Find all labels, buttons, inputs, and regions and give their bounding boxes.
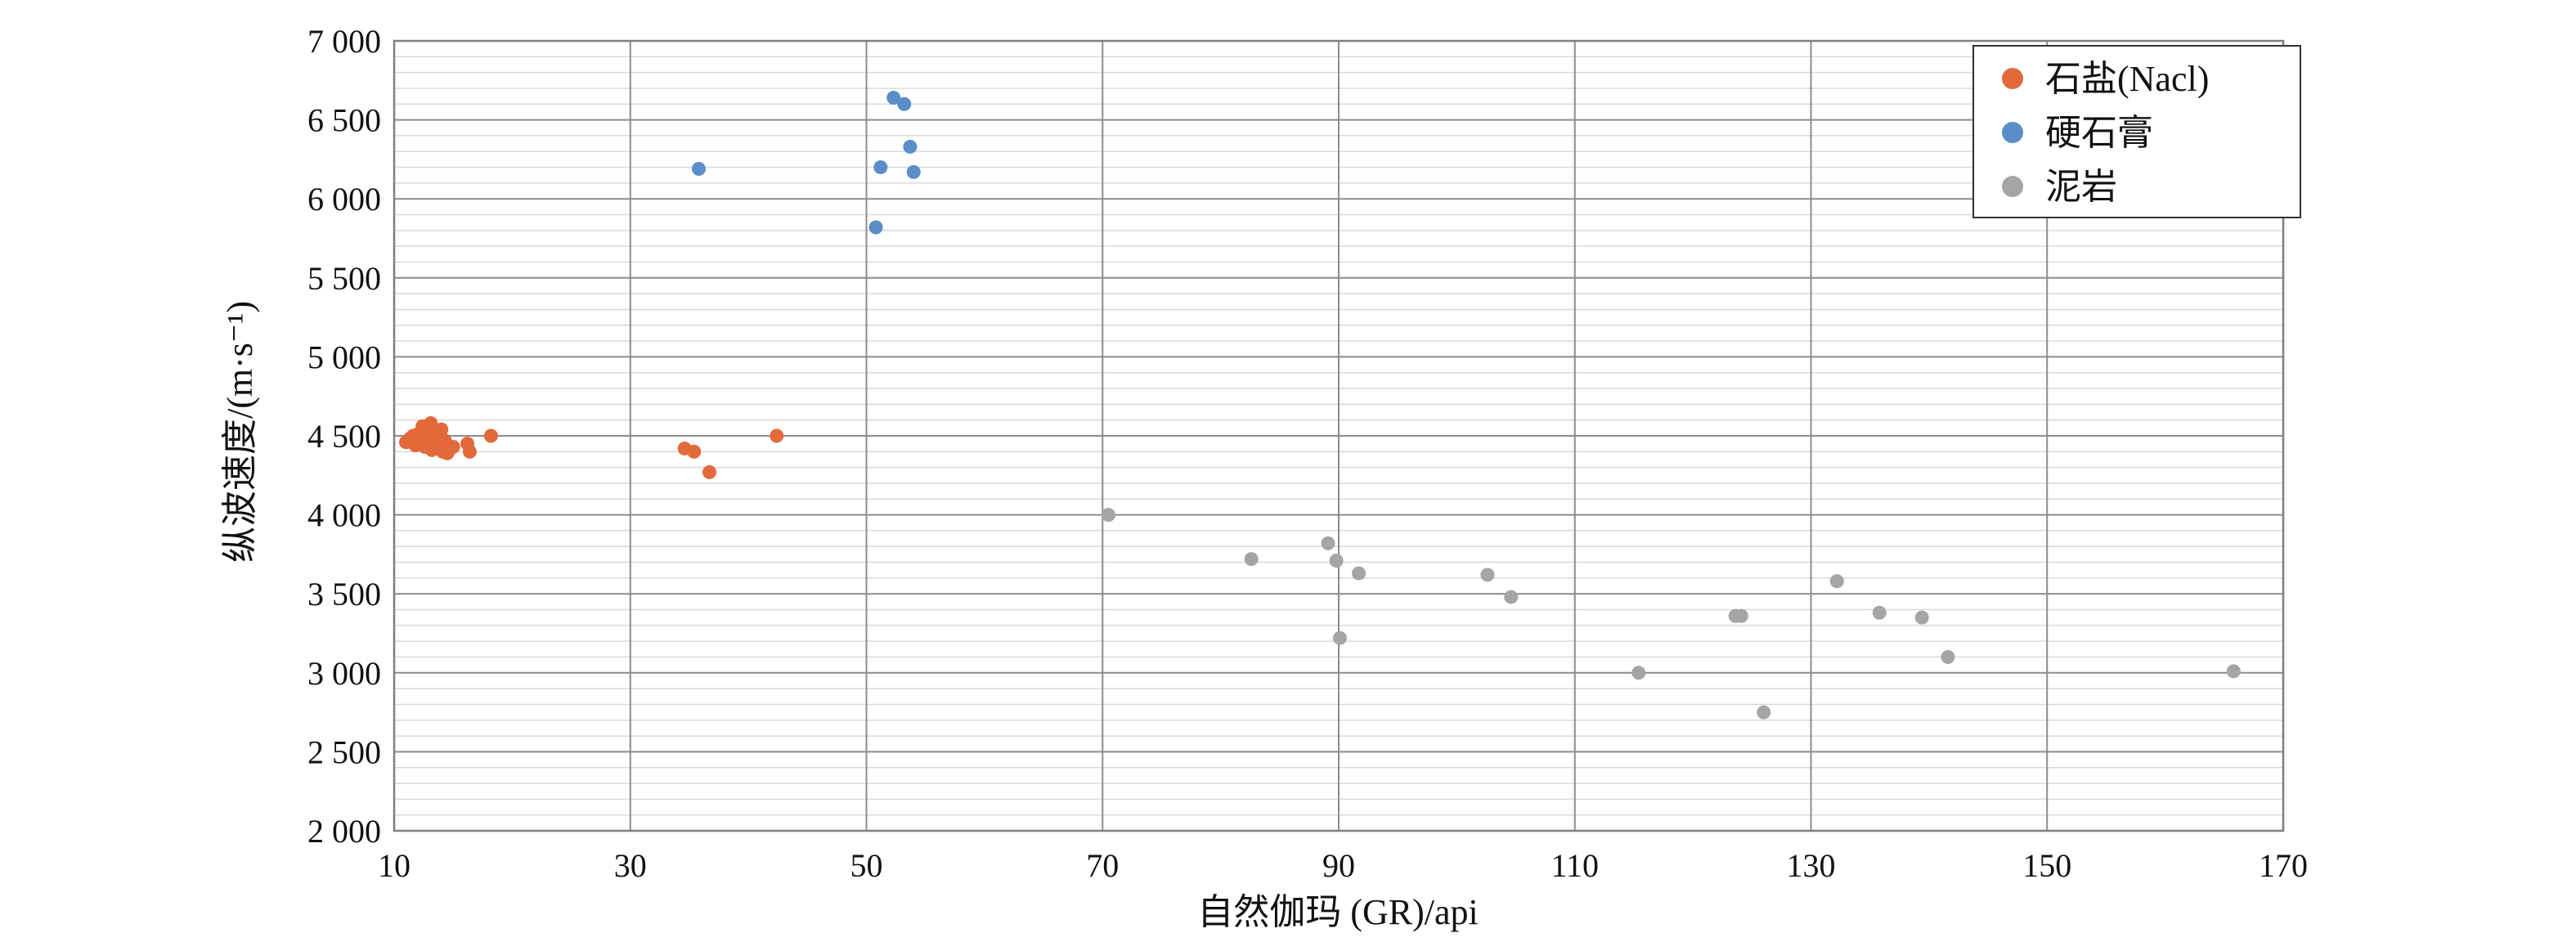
data-point-series-2: [1352, 566, 1367, 581]
legend-marker: [2002, 176, 2023, 197]
legend-box: [1972, 45, 2301, 218]
data-point-series-2: [1504, 590, 1519, 604]
y-tick-label: 6 000: [307, 181, 381, 218]
data-points: [398, 91, 2241, 720]
y-tick-label: 7 000: [307, 23, 381, 60]
data-point-series-1: [873, 160, 888, 175]
y-tick-label: 4 000: [307, 497, 381, 534]
data-point-series-2: [1872, 605, 1887, 620]
x-tick-label: 30: [614, 847, 647, 884]
y-tick-label: 3 000: [307, 655, 381, 692]
data-point-series-0: [483, 428, 498, 443]
plot-frame: [393, 39, 2285, 832]
data-point-series-2: [1829, 574, 1844, 589]
data-point-series-1: [906, 164, 921, 179]
data-point-series-0: [434, 422, 449, 437]
data-point-series-2: [1914, 610, 1929, 625]
y-tick-label: 5 500: [307, 260, 381, 297]
data-point-series-2: [1244, 552, 1259, 567]
y-tick-label: 3 500: [307, 576, 381, 612]
legend-label: 泥岩: [2045, 167, 2117, 207]
data-point-series-0: [446, 440, 460, 455]
y-tick-label: 6 500: [307, 102, 381, 139]
data-point-series-1: [897, 96, 912, 111]
y-tick-label: 2 500: [307, 733, 381, 770]
data-point-series-2: [1480, 567, 1495, 582]
x-axis-tick-labels: 10 30 50 70 90 110 130 150 170: [378, 847, 2308, 884]
data-point-series-0: [462, 444, 477, 459]
x-tick-label: 70: [1086, 847, 1119, 884]
data-point-series-2: [1941, 649, 1955, 664]
x-tick-label: 110: [1551, 847, 1599, 884]
data-point-series-2: [1734, 608, 1748, 623]
data-point-series-2: [1757, 705, 1771, 720]
legend-label: 石盐(Nacl): [2045, 59, 2209, 99]
y-tick-label: 4 500: [307, 418, 381, 455]
data-point-series-2: [1321, 536, 1335, 550]
x-tick-label: 90: [1322, 847, 1355, 884]
y-tick-label: 5 000: [307, 339, 381, 375]
data-point-series-0: [770, 428, 784, 443]
legend-marker: [2002, 122, 2023, 143]
x-tick-label: 130: [1787, 847, 1836, 884]
x-tick-label: 10: [378, 847, 411, 884]
y-tick-label: 2 000: [307, 813, 381, 850]
data-point-series-2: [1329, 554, 1344, 568]
data-point-series-2: [1631, 666, 1646, 680]
data-point-series-2: [1101, 508, 1115, 523]
data-point-series-2: [1332, 630, 1347, 645]
x-tick-label: 150: [2022, 847, 2071, 884]
data-point-series-0: [702, 464, 716, 479]
x-tick-label: 50: [850, 847, 883, 884]
y-axis-title: 纵波速度/(m·s⁻¹): [220, 301, 260, 563]
major-gridlines: [393, 39, 2285, 832]
data-point-series-1: [691, 161, 706, 176]
data-point-series-1: [868, 220, 883, 235]
x-axis-title: 自然伽玛 (GR)/api: [1197, 892, 1478, 932]
data-point-series-1: [886, 91, 901, 105]
data-point-series-1: [903, 139, 918, 154]
x-tick-label: 170: [2259, 847, 2308, 884]
legend-label: 硬石膏: [2045, 113, 2153, 153]
data-point-series-0: [687, 444, 702, 459]
y-axis-tick-labels: 2 000 2 500 3 000 3 500 4 000 4 500 5 000 5 500…: [307, 23, 381, 850]
data-point-series-2: [2226, 664, 2241, 679]
legend-marker: [2002, 68, 2023, 89]
